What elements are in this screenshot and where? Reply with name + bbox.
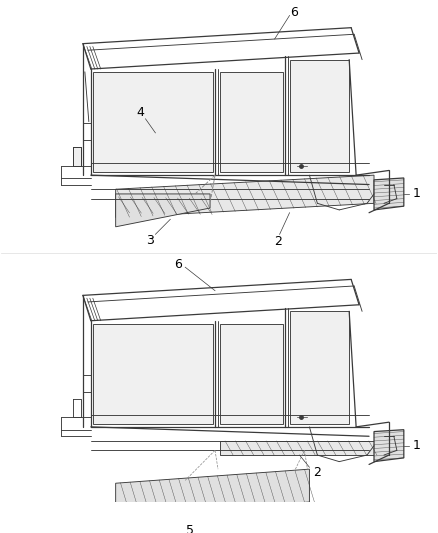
Polygon shape — [116, 175, 374, 217]
Polygon shape — [93, 72, 213, 172]
Polygon shape — [116, 194, 210, 227]
Text: 2: 2 — [314, 466, 321, 479]
Text: 3: 3 — [146, 235, 154, 247]
Text: 1: 1 — [413, 439, 420, 452]
Polygon shape — [220, 324, 283, 424]
Text: 6: 6 — [290, 6, 298, 19]
Polygon shape — [290, 60, 349, 172]
Polygon shape — [93, 324, 213, 424]
Text: 2: 2 — [274, 236, 282, 248]
Text: 6: 6 — [174, 258, 182, 271]
Polygon shape — [374, 178, 404, 210]
Polygon shape — [73, 147, 81, 166]
Polygon shape — [374, 430, 404, 462]
Polygon shape — [116, 469, 309, 516]
Polygon shape — [220, 441, 374, 455]
Text: 1: 1 — [413, 188, 420, 200]
Text: 4: 4 — [137, 106, 145, 119]
Text: 5: 5 — [186, 524, 194, 533]
Polygon shape — [220, 72, 283, 172]
Polygon shape — [290, 311, 349, 424]
